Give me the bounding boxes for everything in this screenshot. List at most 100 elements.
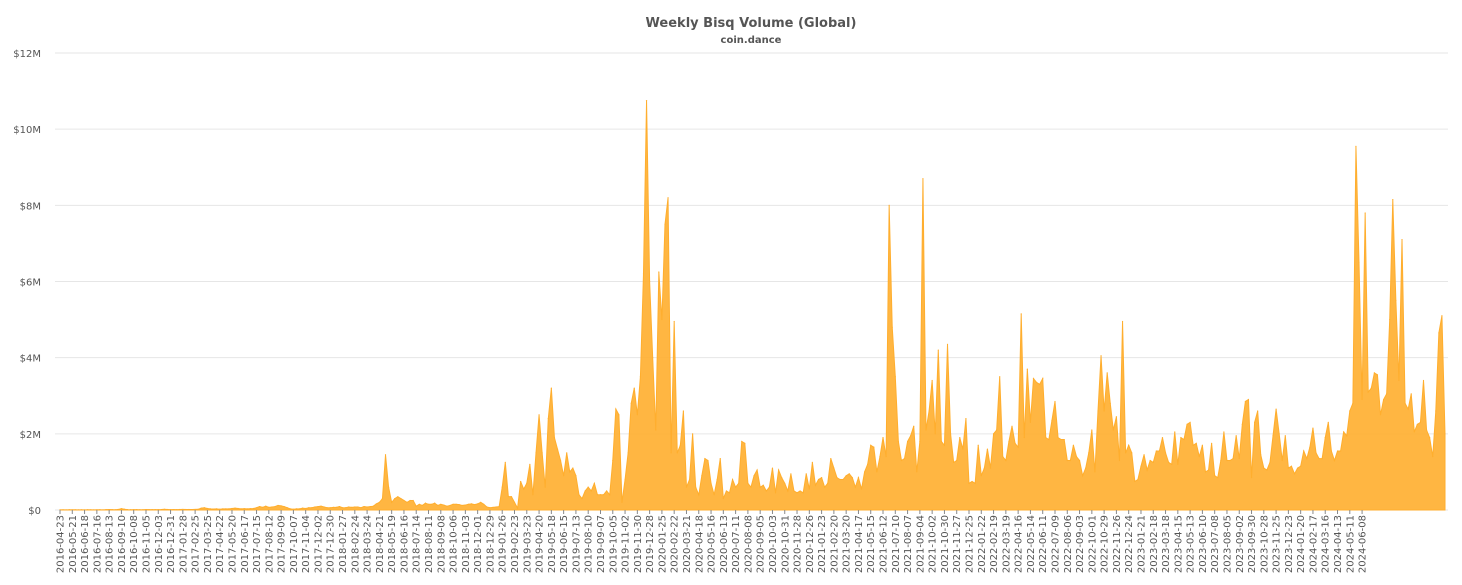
data-point bbox=[532, 494, 534, 496]
data-point bbox=[645, 100, 648, 102]
data-point bbox=[1146, 469, 1148, 471]
data-point bbox=[335, 506, 337, 508]
data-point bbox=[206, 507, 209, 510]
data-point bbox=[1296, 467, 1299, 469]
data-point bbox=[922, 178, 924, 180]
x-tick-label: 2016-10-08 bbox=[129, 515, 140, 573]
x-tick-label: 2018-04-21 bbox=[375, 515, 386, 573]
y-tick-label: $2M bbox=[20, 430, 41, 441]
data-point bbox=[682, 410, 685, 412]
data-point bbox=[191, 508, 193, 511]
data-point bbox=[1438, 332, 1440, 334]
data-point bbox=[888, 204, 890, 206]
data-point bbox=[633, 387, 635, 389]
x-tick-label: 2022-02-19 bbox=[989, 515, 1000, 573]
data-point bbox=[679, 444, 681, 446]
data-point bbox=[1211, 442, 1213, 444]
data-point bbox=[341, 507, 344, 509]
x-tick-label: 2017-02-25 bbox=[191, 515, 202, 573]
data-point bbox=[123, 508, 126, 510]
data-point bbox=[916, 471, 918, 473]
data-point bbox=[308, 507, 310, 509]
data-point bbox=[649, 280, 651, 283]
data-point bbox=[1229, 459, 1231, 462]
data-point bbox=[1078, 459, 1081, 462]
data-point bbox=[381, 497, 384, 500]
data-point bbox=[1398, 379, 1400, 382]
data-point bbox=[1272, 435, 1274, 437]
data-point bbox=[311, 507, 313, 509]
data-point bbox=[891, 326, 893, 328]
data-point bbox=[274, 505, 276, 508]
data-point bbox=[615, 408, 617, 410]
data-point bbox=[805, 473, 807, 475]
data-point bbox=[348, 506, 350, 508]
data-point bbox=[1198, 456, 1200, 458]
x-tick-label: 2019-07-13 bbox=[571, 515, 582, 573]
data-point bbox=[673, 320, 675, 323]
data-point bbox=[179, 508, 181, 511]
data-point bbox=[434, 502, 436, 504]
x-tick-label: 2017-03-25 bbox=[203, 515, 214, 573]
data-point bbox=[1250, 477, 1253, 479]
data-point bbox=[1435, 410, 1437, 412]
data-point bbox=[292, 508, 294, 510]
data-point bbox=[1121, 320, 1124, 323]
data-point bbox=[756, 469, 758, 471]
x-tick-label: 2021-04-17 bbox=[854, 515, 865, 573]
x-tick-label: 2021-02-20 bbox=[829, 515, 840, 573]
data-point bbox=[971, 480, 973, 483]
x-tick-label: 2020-07-11 bbox=[731, 515, 742, 573]
x-tick-label: 2023-05-13 bbox=[1186, 515, 1197, 573]
data-point bbox=[698, 494, 700, 496]
data-point bbox=[1238, 457, 1240, 460]
data-point bbox=[913, 425, 915, 427]
data-point bbox=[983, 467, 985, 469]
y-tick-label: $4M bbox=[20, 354, 41, 365]
data-point bbox=[870, 444, 872, 446]
data-point bbox=[1063, 438, 1065, 441]
x-tick-label: 2017-12-30 bbox=[326, 515, 337, 573]
data-point bbox=[455, 503, 457, 505]
data-point bbox=[618, 414, 620, 416]
data-point bbox=[535, 452, 537, 454]
data-point bbox=[1260, 454, 1262, 456]
data-point bbox=[259, 505, 261, 508]
data-point bbox=[731, 478, 734, 481]
x-tick-label: 2019-01-26 bbox=[498, 515, 509, 573]
data-point bbox=[1300, 465, 1302, 467]
data-point bbox=[1054, 400, 1056, 403]
data-point bbox=[765, 490, 767, 492]
data-point bbox=[630, 402, 632, 404]
data-point bbox=[62, 509, 64, 511]
x-tick-label: 2019-06-15 bbox=[559, 515, 570, 573]
x-tick-label: 2020-04-18 bbox=[694, 515, 705, 573]
data-point bbox=[363, 505, 365, 508]
data-point bbox=[1075, 456, 1078, 458]
data-point bbox=[965, 418, 967, 420]
x-tick-label: 2021-05-15 bbox=[866, 515, 877, 573]
data-point bbox=[569, 471, 571, 473]
x-tick-label: 2023-08-05 bbox=[1222, 515, 1233, 573]
data-point bbox=[1352, 402, 1354, 404]
data-point bbox=[744, 442, 746, 444]
x-tick-label: 2018-12-01 bbox=[473, 515, 484, 573]
data-point bbox=[1097, 410, 1099, 412]
data-point bbox=[710, 482, 712, 484]
data-point bbox=[1336, 450, 1339, 452]
data-point bbox=[1057, 437, 1059, 439]
data-point bbox=[704, 457, 706, 460]
data-point bbox=[655, 429, 657, 431]
data-point bbox=[412, 499, 414, 502]
data-point bbox=[802, 492, 804, 494]
data-point bbox=[999, 376, 1001, 378]
data-point bbox=[1183, 438, 1185, 441]
x-tick-label: 2021-01-23 bbox=[817, 515, 828, 573]
data-point bbox=[154, 508, 156, 511]
data-point bbox=[701, 475, 703, 477]
x-tick-label: 2016-12-03 bbox=[154, 515, 165, 573]
data-point bbox=[1060, 438, 1062, 441]
data-point bbox=[446, 505, 448, 507]
data-point bbox=[467, 503, 470, 505]
data-point bbox=[903, 457, 906, 460]
